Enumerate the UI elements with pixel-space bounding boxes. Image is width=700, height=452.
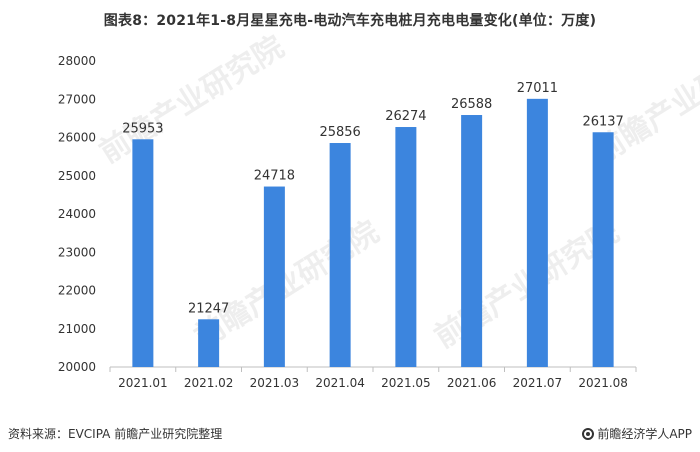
bar [263, 186, 285, 367]
bar [395, 127, 417, 367]
bar [461, 115, 483, 367]
x-tick-label: 2021.04 [315, 376, 365, 390]
y-tick-label: 28000 [58, 54, 96, 68]
data-label: 27011 [517, 81, 558, 96]
bar [329, 143, 351, 367]
x-tick-label: 2021.01 [118, 376, 168, 390]
x-tick-label: 2021.05 [381, 376, 431, 390]
footer: 资料来源：EVCIPA 前瞻产业研究院整理 前瞻经济学人APP [0, 425, 700, 445]
brand-logo-icon [582, 427, 595, 440]
x-tick-label: 2021.07 [513, 376, 563, 390]
brand-name: 前瞻经济学人APP [597, 427, 692, 441]
data-label: 26137 [582, 114, 623, 129]
chart-title: 图表8：2021年1-8月星星充电-电动汽车充电桩月充电电量变化(单位：万度) [103, 13, 597, 29]
data-label: 26274 [385, 109, 426, 124]
bar [132, 139, 154, 367]
x-tick-label: 2021.03 [250, 376, 300, 390]
data-label: 21247 [188, 301, 229, 316]
y-tick-label: 24000 [58, 207, 96, 221]
bar [592, 132, 614, 367]
y-tick-label: 22000 [58, 284, 96, 298]
brand: 前瞻经济学人APP [582, 425, 692, 442]
data-label: 25856 [319, 125, 360, 140]
x-tick-label: 2021.02 [184, 376, 234, 390]
x-tick-label: 2021.06 [447, 376, 497, 390]
data-label: 24718 [254, 169, 295, 184]
y-tick-label: 26000 [58, 131, 96, 145]
x-tick-label: 2021.08 [578, 376, 628, 390]
bar [198, 319, 220, 367]
y-tick-label: 21000 [58, 322, 96, 336]
data-label: 25953 [122, 121, 163, 136]
y-tick-label: 20000 [58, 360, 96, 374]
source-note: 资料来源：EVCIPA 前瞻产业研究院整理 [8, 427, 223, 441]
data-label: 26588 [451, 97, 492, 112]
y-tick-label: 25000 [58, 169, 96, 183]
y-tick-label: 23000 [58, 245, 96, 259]
y-tick-label: 27000 [58, 92, 96, 106]
bar [526, 98, 548, 367]
